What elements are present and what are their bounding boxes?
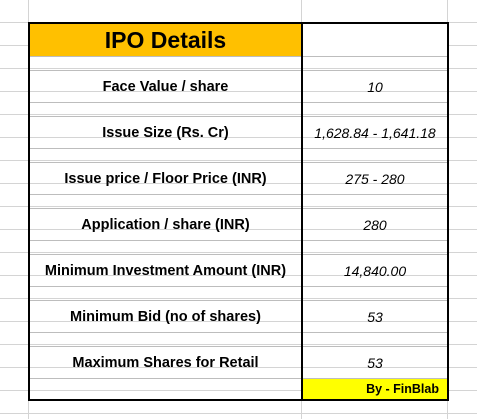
spacer-row — [28, 194, 449, 209]
empty-cell[interactable] — [28, 148, 303, 163]
table-row: Issue Size (Rs. Cr) 1,628.84 - 1,641.18 — [28, 116, 449, 149]
table-row: Maximum Shares for Retail 53 — [28, 346, 449, 379]
title-row: IPO Details — [28, 22, 449, 57]
issue-size-value[interactable]: 1,628.84 - 1,641.18 — [301, 116, 449, 149]
spacer-row — [28, 148, 449, 163]
issue-size-label[interactable]: Issue Size (Rs. Cr) — [28, 116, 303, 149]
empty-cell[interactable] — [28, 378, 303, 401]
empty-cell[interactable] — [301, 194, 449, 209]
issue-price-label[interactable]: Issue price / Floor Price (INR) — [28, 162, 303, 195]
ipo-details-title[interactable]: IPO Details — [28, 22, 303, 57]
table-row: Application / share (INR) 280 — [28, 208, 449, 241]
maximum-shares-value[interactable]: 53 — [301, 346, 449, 379]
empty-cell[interactable] — [301, 102, 449, 117]
empty-cell[interactable] — [28, 102, 303, 117]
application-share-label[interactable]: Application / share (INR) — [28, 208, 303, 241]
spacer-row — [28, 286, 449, 301]
empty-cell[interactable] — [301, 240, 449, 255]
table-row: Minimum Bid (no of shares) 53 — [28, 300, 449, 333]
face-value-label[interactable]: Face Value / share — [28, 70, 303, 103]
empty-cell[interactable] — [28, 56, 303, 71]
issue-price-value[interactable]: 275 - 280 — [301, 162, 449, 195]
ipo-details-table: IPO Details Face Value / share 10 Issue … — [28, 22, 449, 401]
empty-cell[interactable] — [28, 194, 303, 209]
spacer-row — [28, 102, 449, 117]
minimum-investment-label[interactable]: Minimum Investment Amount (INR) — [28, 254, 303, 287]
spacer-row — [28, 56, 449, 71]
application-share-value[interactable]: 280 — [301, 208, 449, 241]
spacer-row — [28, 332, 449, 347]
empty-cell[interactable] — [28, 240, 303, 255]
table-row: Face Value / share 10 — [28, 70, 449, 103]
spacer-row — [28, 240, 449, 255]
empty-cell[interactable] — [301, 332, 449, 347]
face-value-value[interactable]: 10 — [301, 70, 449, 103]
table-row: Minimum Investment Amount (INR) 14,840.0… — [28, 254, 449, 287]
maximum-shares-label[interactable]: Maximum Shares for Retail — [28, 346, 303, 379]
footer-row: By - FinBlab — [28, 378, 449, 401]
empty-cell[interactable] — [301, 56, 449, 71]
empty-cell[interactable] — [28, 332, 303, 347]
minimum-bid-value[interactable]: 53 — [301, 300, 449, 333]
credit-cell[interactable]: By - FinBlab — [301, 378, 449, 401]
empty-cell[interactable] — [301, 286, 449, 301]
title-blank-cell[interactable] — [301, 22, 449, 57]
minimum-investment-value[interactable]: 14,840.00 — [301, 254, 449, 287]
minimum-bid-label[interactable]: Minimum Bid (no of shares) — [28, 300, 303, 333]
empty-cell[interactable] — [28, 286, 303, 301]
table-row: Issue price / Floor Price (INR) 275 - 28… — [28, 162, 449, 195]
empty-cell[interactable] — [301, 148, 449, 163]
